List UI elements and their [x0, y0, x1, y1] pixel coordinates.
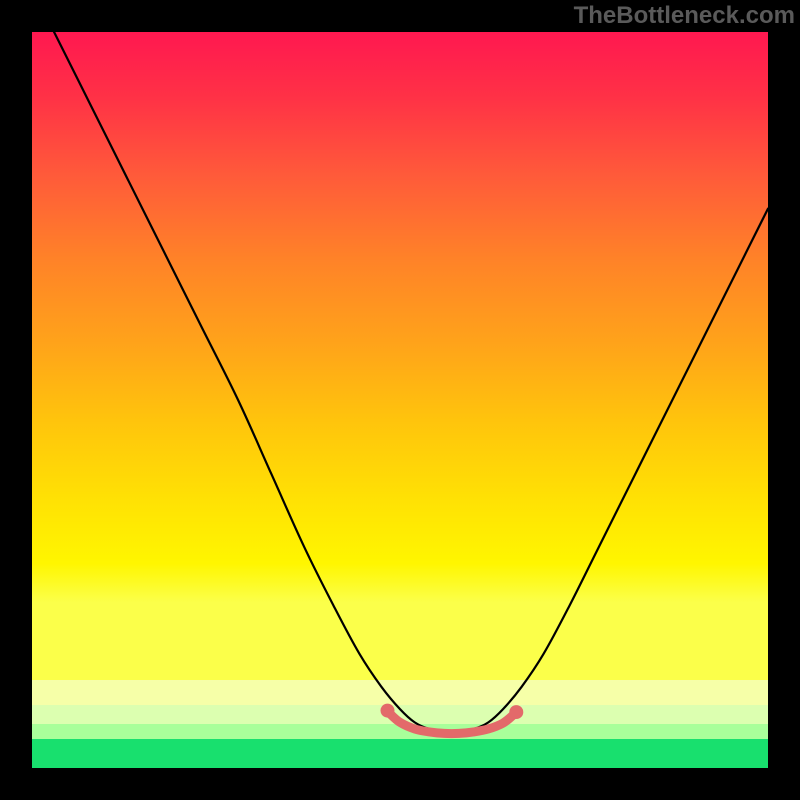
curve-layer: [32, 32, 768, 768]
plot-area: [32, 32, 768, 768]
frame-left: [0, 0, 32, 800]
attribution-text: TheBottleneck.com: [574, 2, 795, 30]
bottleneck-curve: [54, 32, 768, 731]
optimal-range-dot-right: [509, 705, 523, 719]
frame-right: [768, 0, 800, 800]
frame-bottom: [0, 768, 800, 800]
optimal-range-dot-left: [380, 704, 394, 718]
